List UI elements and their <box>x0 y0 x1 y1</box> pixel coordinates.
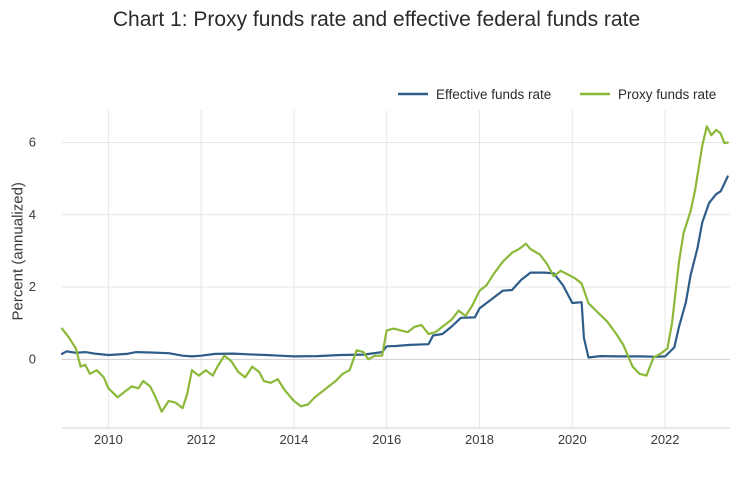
legend-label: Effective funds rate <box>436 87 551 102</box>
x-tick-label: 2016 <box>372 432 401 447</box>
y-tick-label: 0 <box>29 351 36 366</box>
axes: 2010 2012 2014 2016 2018 2020 2022 0 2 4 6 <box>29 135 730 447</box>
x-tick-label: 2022 <box>651 432 680 447</box>
x-tick-label: 2018 <box>465 432 494 447</box>
x-tick-label: 2010 <box>94 432 123 447</box>
y-tick-label: 4 <box>29 207 36 222</box>
series-layer <box>60 125 729 413</box>
chart-title: Chart 1: Proxy funds rate and effective … <box>112 8 641 31</box>
legend-label: Proxy funds rate <box>618 87 716 102</box>
legend: Effective funds rate Proxy funds rate <box>398 87 716 102</box>
y-tick-label: 2 <box>29 279 36 294</box>
x-tick-label: 2014 <box>279 432 308 447</box>
x-tick-label: 2020 <box>558 432 587 447</box>
x-tick-label: 2012 <box>187 432 216 447</box>
gridlines <box>62 110 730 428</box>
y-tick-label: 6 <box>29 135 36 150</box>
series-line-proxy-funds-rate <box>60 125 729 413</box>
series-line-effective-funds-rate <box>60 175 729 359</box>
